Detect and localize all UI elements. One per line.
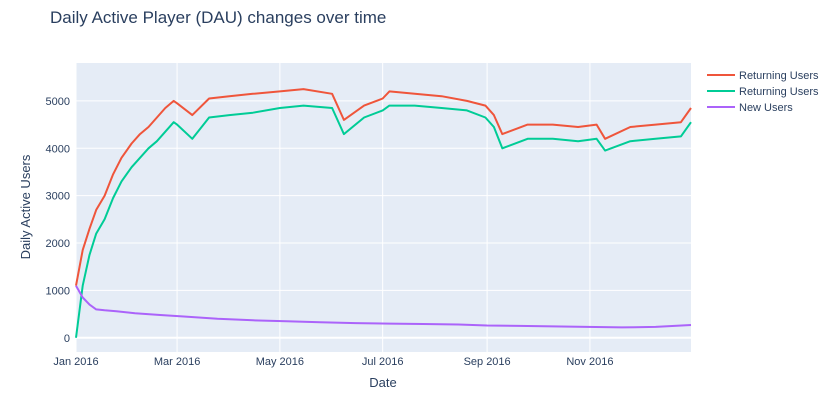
series-line-1 [75,88,692,286]
y-tick-label: 3000 [46,191,70,203]
x-tick-label: Jul 2016 [362,356,404,368]
y-axis-title: Daily Active Users [18,154,33,259]
x-tick-label: Nov 2016 [566,356,613,368]
x-axis-ticks: Jan 2016 Mar 2016 May 2016 Jul 2016 Sep 2016… [53,356,613,368]
x-tick-label: Sep 2016 [464,356,511,368]
y-axis-ticks: 0 1000 2000 3000 4000 5000 [46,96,70,345]
y-tick-label: 5000 [46,96,70,108]
legend-label[interactable]: Returning Users [739,70,819,82]
x-axis-title: Date [369,375,396,390]
legend-label[interactable]: New Users [739,102,793,114]
legend[interactable]: Returning Users Returning Users New Users [707,70,819,114]
chart-title: Daily Active Player (DAU) changes over t… [50,8,386,27]
x-tick-label: Jan 2016 [53,356,98,368]
series-lines [75,88,692,338]
series-line-3 [75,285,692,329]
plot-area [76,63,691,352]
y-tick-label: 1000 [46,285,70,297]
series-line-2 [75,104,692,338]
y-tick-label: 0 [64,333,70,345]
y-tick-label: 2000 [46,238,70,250]
grid-lines [75,63,691,352]
x-tick-label: Mar 2016 [154,356,200,368]
y-tick-label: 4000 [46,143,70,155]
legend-label[interactable]: Returning Users [739,86,819,98]
x-tick-label: May 2016 [256,356,304,368]
